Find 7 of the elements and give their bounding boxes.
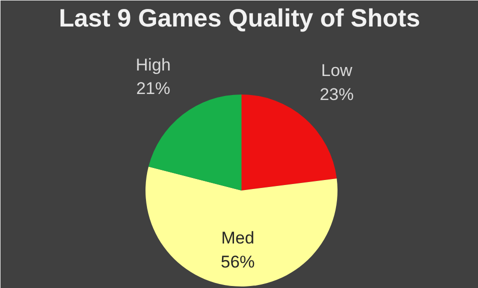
data-label: 21% (136, 79, 170, 98)
slice-label: Med (221, 228, 254, 248)
slice-label: Low (321, 61, 354, 80)
data-label: 56% (220, 252, 255, 272)
chart-title: Last 9 Games Quality of Shots (58, 4, 420, 32)
slice-label: High (136, 55, 171, 74)
data-label: 23% (320, 84, 354, 104)
